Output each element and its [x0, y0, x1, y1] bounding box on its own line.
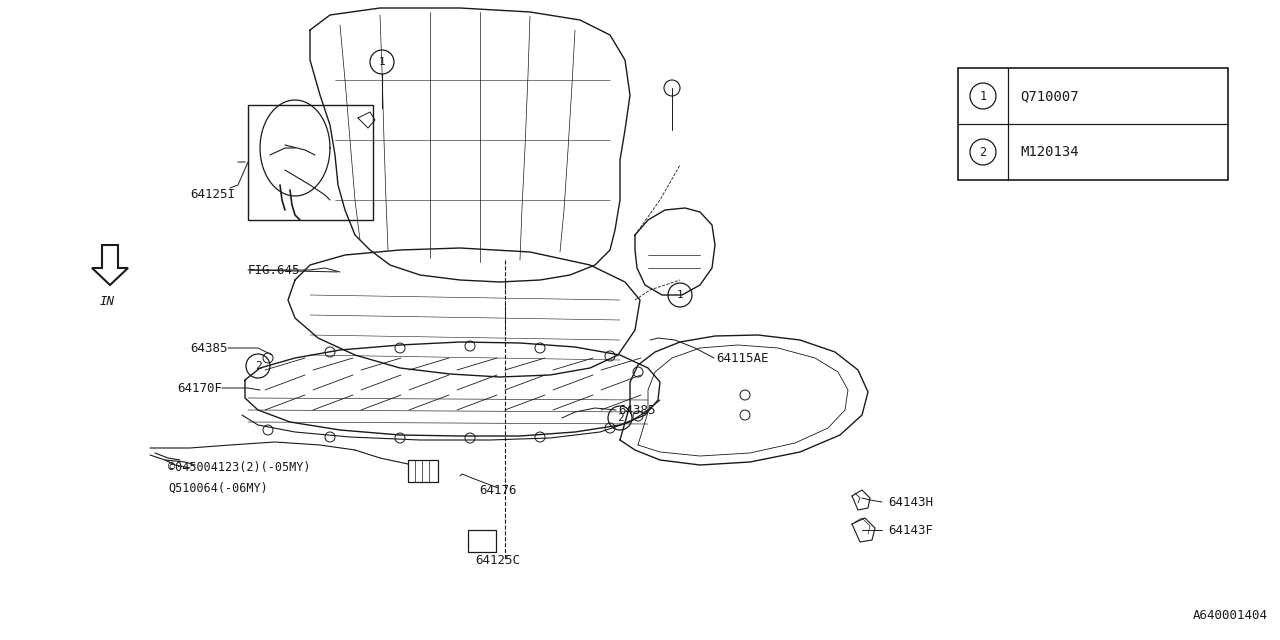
- Text: 1: 1: [677, 290, 684, 300]
- Text: M120134: M120134: [1020, 145, 1079, 159]
- Text: 2: 2: [979, 145, 987, 159]
- Text: 1: 1: [979, 90, 987, 102]
- Text: ©045004123(2)(-05MY): ©045004123(2)(-05MY): [168, 461, 311, 474]
- Text: 64176: 64176: [479, 483, 517, 497]
- Text: IN: IN: [100, 295, 114, 308]
- Text: 64125C: 64125C: [475, 554, 521, 566]
- Text: FIG.645: FIG.645: [248, 264, 301, 276]
- Text: 64385: 64385: [191, 342, 228, 355]
- Text: 2: 2: [617, 413, 623, 423]
- Text: Q510064(-06MY): Q510064(-06MY): [168, 481, 268, 495]
- Text: Q710007: Q710007: [1020, 89, 1079, 103]
- Text: A640001404: A640001404: [1193, 609, 1268, 622]
- Text: 64170F: 64170F: [177, 381, 221, 394]
- Text: 64143H: 64143H: [888, 495, 933, 509]
- Text: 2: 2: [255, 361, 261, 371]
- Text: 64115AE: 64115AE: [716, 351, 768, 365]
- Text: 64385: 64385: [618, 403, 655, 417]
- Text: 1: 1: [379, 57, 385, 67]
- Text: 64125I: 64125I: [189, 189, 236, 202]
- Text: 64143F: 64143F: [888, 524, 933, 536]
